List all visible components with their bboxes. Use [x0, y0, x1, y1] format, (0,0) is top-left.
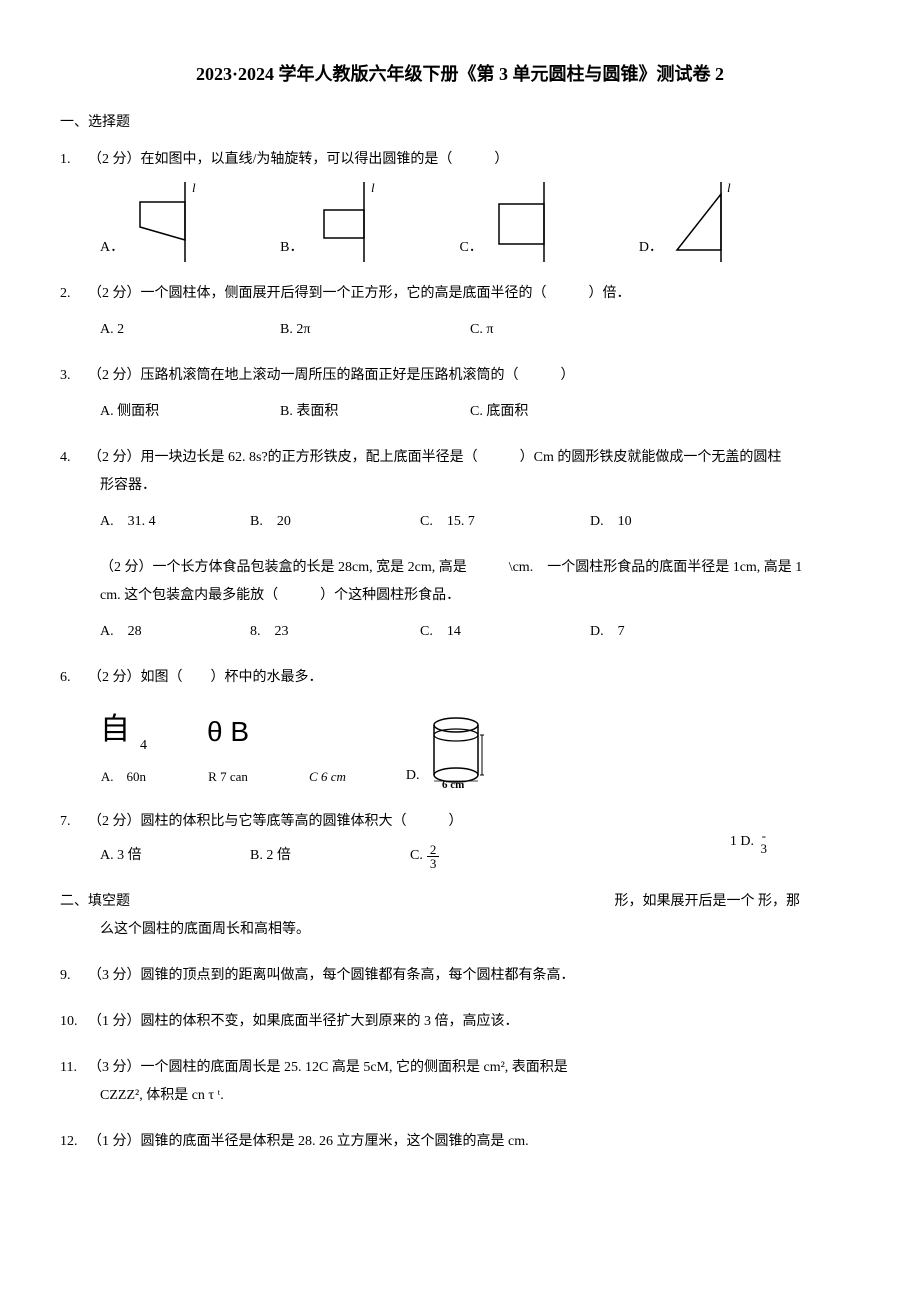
q6-fig-c: C 6 cm: [309, 720, 346, 790]
q8-line-2: 么这个圆柱的底面周长和高相等。: [100, 916, 860, 944]
q6-number: 6.: [60, 664, 88, 692]
q1-text: （2 分）在如图中，以直线/为轴旋转，可以得出圆锥的是（ ）: [88, 146, 508, 174]
q6-a-sub: 4: [140, 732, 147, 760]
question-3: 3. （2 分）压路机滚筒在地上滚动一周所压的路面正好是压路机滚筒的（ ） A.…: [60, 362, 860, 426]
q4-opt-a: A. 31. 4: [100, 508, 250, 536]
question-12: 12. （1 分）圆锥的底面半径是体积是 28. 26 立方厘米，这个圆锥的高是…: [60, 1128, 860, 1156]
q7-opt-d-fraction: - 3: [758, 829, 771, 855]
question-4: 4. （2 分）用一块边长是 62. 8s?的正方形铁皮，配上底面半径是（ ）C…: [60, 444, 860, 536]
q4-opt-b: B. 20: [250, 508, 420, 536]
q3-opt-a: A. 侧面积: [100, 398, 280, 426]
q7-text: （2 分）圆柱的体积比与它等底等高的圆锥体积大（ ）: [88, 808, 463, 836]
q7-d-label: 1 D.: [730, 834, 754, 849]
q1-figure-c: [489, 182, 559, 262]
question-11: 11. （3 分）一个圆柱的底面周长是 25. 12C 高是 5cM, 它的侧面…: [60, 1054, 860, 1110]
q1-figure-b: l: [309, 182, 379, 262]
q10-text: （1 分）圆柱的体积不变，如果底面半径扩大到原来的 3 倍，高应该．: [88, 1008, 519, 1036]
q1-figure-a: l: [130, 182, 200, 262]
question-5: （2 分）一个长方体食品包装盒的长是 28cm, 宽是 2cm, 高是 \cm.…: [60, 554, 860, 646]
q12-text: （1 分）圆锥的底面半径是体积是 28. 26 立方厘米，这个圆锥的高是 cm.: [88, 1128, 529, 1156]
q3-opt-b: B. 表面积: [280, 398, 470, 426]
q7-number: 7.: [60, 808, 88, 836]
q4-text-2: 形容器．: [100, 472, 860, 500]
q6-a-caption: A. 60n: [101, 764, 146, 790]
question-2: 2. （2 分）一个圆柱体，侧面展开后得到一个正方形，它的高是底面半径的（ ）倍…: [60, 280, 860, 344]
q5-opt-b: 8. 23: [250, 618, 420, 646]
q7-opt-a: A. 3 倍: [100, 842, 250, 870]
q2-opt-c: C. π: [470, 316, 630, 344]
cylinder-icon: 6 cm: [428, 715, 488, 790]
q11-number: 11.: [60, 1054, 88, 1082]
q6-d-label: D.: [406, 762, 420, 790]
q7-opt-b: B. 2 倍: [250, 842, 410, 870]
q6-fig-d: D. 6 cm: [406, 715, 488, 790]
question-1: 1. （2 分）在如图中，以直线/为轴旋转，可以得出圆锥的是（ ） A． l B…: [60, 146, 860, 262]
section-1-heading: 一、选择题: [60, 111, 860, 131]
q1-figure-d: l: [669, 182, 739, 262]
q2-text: （2 分）一个圆柱体，侧面展开后得到一个正方形，它的高是底面半径的（ ）倍．: [88, 280, 631, 308]
q5-opt-c: C. 14: [420, 618, 590, 646]
q11-text: （3 分）一个圆柱的底面周长是 25. 12C 高是 5cM, 它的侧面积是 c…: [88, 1054, 568, 1082]
question-9: 9. （3 分）圆锥的顶点到的距离叫做高，每个圆锥都有条高，每个圆柱都有条高．: [60, 962, 860, 990]
q1-opt-d-label: D．: [639, 234, 663, 262]
question-10: 10. （1 分）圆柱的体积不变，如果底面半径扩大到原来的 3 倍，高应该．: [60, 1008, 860, 1036]
q10-number: 10.: [60, 1008, 88, 1036]
q1-number: 1.: [60, 146, 88, 174]
frac-den: 3: [427, 857, 440, 870]
section-2-block: 二、填空题 形，如果展开后是一个 形，那 么这个圆柱的底面周长和高相等。: [60, 888, 860, 944]
frac-num: 2: [427, 843, 440, 857]
question-6: 6. （2 分）如图（ ）杯中的水最多． 自 4 A. 60n θ B R 7 …: [60, 664, 860, 790]
q6-c-caption: C 6 cm: [309, 764, 346, 790]
q2-number: 2.: [60, 280, 88, 308]
q8-right-fragment: 形，如果展开后是一个 形，那: [615, 888, 801, 916]
q12-number: 12.: [60, 1128, 88, 1156]
q4-number: 4.: [60, 444, 88, 472]
page-title: 2023·2024 学年人教版六年级下册《第 3 单元圆柱与圆锥》测试卷 2: [60, 60, 860, 86]
q7-opt-d: 1 D. - 3: [730, 828, 770, 856]
q9-text: （3 分）圆锥的顶点到的距离叫做高，每个圆锥都有条高，每个圆柱都有条高．: [88, 962, 575, 990]
q4-opt-d: D. 10: [590, 508, 632, 536]
q9-number: 9.: [60, 962, 88, 990]
axis-label-icon: l: [192, 182, 196, 195]
q11-text-2: CZZZ², 体积是 cn τ ᵗ.: [100, 1082, 860, 1110]
q2-opt-a: A. 2: [100, 316, 280, 344]
q6-text: （2 分）如图（ ）杯中的水最多．: [88, 664, 323, 692]
section-2-heading: 二、填空题: [60, 888, 130, 916]
frac-num: -: [759, 829, 769, 842]
q1-figures: A． l B． l C． D．: [100, 182, 860, 262]
q2-opt-b: B. 2π: [280, 316, 470, 344]
q7-opt-c-label: C.: [410, 842, 423, 870]
q5-text-2: cm. 这个包装盒内最多能放（ ）个这种圆柱形食品．: [100, 582, 860, 610]
q4-opt-c: C. 15. 7: [420, 508, 590, 536]
frac-den: 3: [758, 842, 771, 855]
q3-text: （2 分）压路机滚筒在地上滚动一周所压的路面正好是压路机滚筒的（ ）: [88, 362, 575, 390]
q6-fig-a: 自 4 A. 60n: [100, 700, 147, 790]
q7-opt-c-fraction: 2 3: [427, 843, 440, 870]
q4-text: （2 分）用一块边长是 62. 8s?的正方形铁皮，配上底面半径是（ ）Cm 的…: [88, 444, 781, 472]
q6-fig-b: θ B R 7 can: [207, 704, 249, 790]
q6-a-glyph: 自: [100, 700, 130, 760]
q1-opt-b-label: B．: [280, 234, 303, 262]
q5-opt-a: A. 28: [100, 618, 250, 646]
q1-opt-c-label: C．: [459, 234, 482, 262]
q1-opt-a-label: A．: [100, 234, 124, 262]
axis-label-icon: l: [371, 182, 375, 195]
question-7: 7. （2 分）圆柱的体积比与它等底等高的圆锥体积大（ ） A. 3 倍 B. …: [60, 808, 860, 870]
q6-b-glyph: θ B: [207, 704, 249, 760]
axis-label-icon: l: [727, 182, 731, 195]
q6-b-caption: R 7 can: [208, 764, 248, 790]
q5-text: （2 分）一个长方体食品包装盒的长是 28cm, 宽是 2cm, 高是 \cm.…: [100, 554, 860, 582]
q3-opt-c: C. 底面积: [470, 398, 630, 426]
q3-number: 3.: [60, 362, 88, 390]
q5-opt-d: D. 7: [590, 618, 625, 646]
